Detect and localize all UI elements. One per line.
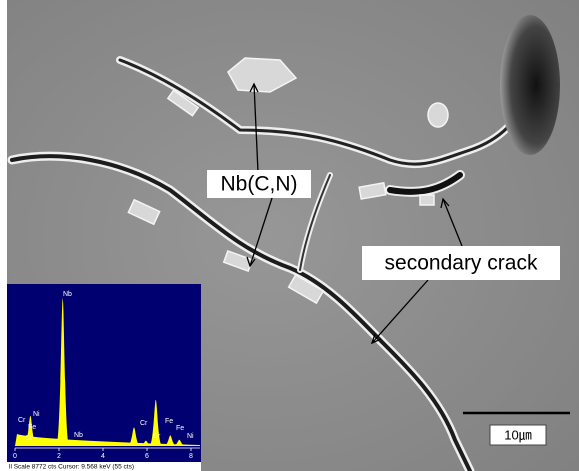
peak-label: Ni <box>33 411 40 418</box>
crack-label: secondary crack <box>385 252 538 275</box>
peak-label: Fe <box>165 418 173 425</box>
particle-label: Nb(C,N) <box>221 173 298 196</box>
void <box>500 15 560 155</box>
peak-label: Fe <box>28 424 36 431</box>
peak-label: Nb <box>63 291 72 298</box>
peak-label: Cr <box>153 433 161 440</box>
peak-label: Cr <box>25 435 33 442</box>
figure: Nb(C,N) secondary crack 10㎛ ll Scale 877… <box>0 0 579 471</box>
peak-label: Cr <box>140 420 148 427</box>
eds-inset: ll Scale 8772 cts Cursor: 9.568 keV (55 … <box>7 284 201 471</box>
x-tick-label: 6 <box>145 453 149 460</box>
x-tick-label: 2 <box>57 453 61 460</box>
peak-label: Cr <box>18 417 26 424</box>
x-tick-label: 0 <box>13 453 17 460</box>
peak-label: Fe <box>176 425 184 432</box>
x-tick-label: 8 <box>189 453 193 460</box>
peak-label: Ni <box>187 433 194 440</box>
peak-label: Nb <box>74 432 83 439</box>
scale-label: 10㎛ <box>504 427 531 443</box>
x-tick-label: 4 <box>101 453 105 460</box>
inset-background <box>7 284 201 462</box>
inset-footer: ll Scale 8772 cts Cursor: 9.568 keV (55 … <box>9 464 134 471</box>
